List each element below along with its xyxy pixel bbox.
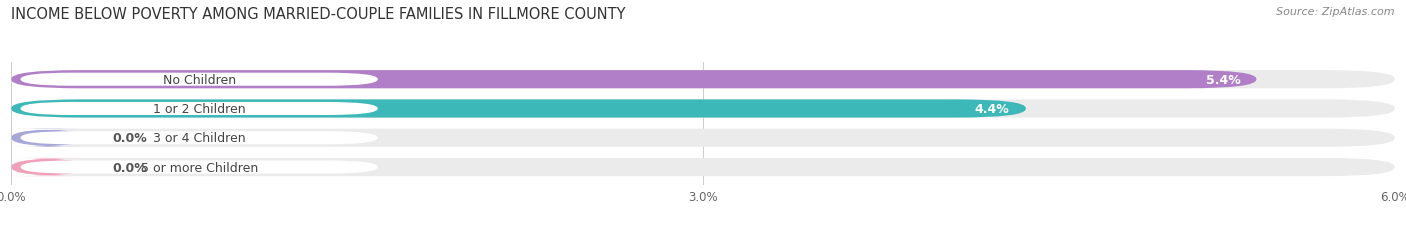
Text: 3 or 4 Children: 3 or 4 Children	[153, 132, 246, 145]
Text: INCOME BELOW POVERTY AMONG MARRIED-COUPLE FAMILIES IN FILLMORE COUNTY: INCOME BELOW POVERTY AMONG MARRIED-COUPL…	[11, 7, 626, 22]
Text: No Children: No Children	[163, 73, 236, 86]
Text: 4.4%: 4.4%	[974, 103, 1010, 116]
Text: 1 or 2 Children: 1 or 2 Children	[153, 103, 246, 116]
Text: 5.4%: 5.4%	[1205, 73, 1240, 86]
Text: 0.0%: 0.0%	[112, 132, 148, 145]
Text: 0.0%: 0.0%	[112, 161, 148, 174]
Text: Source: ZipAtlas.com: Source: ZipAtlas.com	[1277, 7, 1395, 17]
FancyBboxPatch shape	[11, 71, 1257, 89]
FancyBboxPatch shape	[11, 158, 84, 176]
Text: 5 or more Children: 5 or more Children	[141, 161, 257, 174]
FancyBboxPatch shape	[21, 73, 378, 86]
FancyBboxPatch shape	[11, 100, 1026, 118]
FancyBboxPatch shape	[11, 158, 1395, 176]
FancyBboxPatch shape	[11, 100, 1395, 118]
FancyBboxPatch shape	[21, 132, 378, 145]
FancyBboxPatch shape	[21, 161, 378, 174]
FancyBboxPatch shape	[11, 129, 1395, 147]
FancyBboxPatch shape	[11, 129, 84, 147]
FancyBboxPatch shape	[21, 103, 378, 116]
FancyBboxPatch shape	[11, 71, 1395, 89]
